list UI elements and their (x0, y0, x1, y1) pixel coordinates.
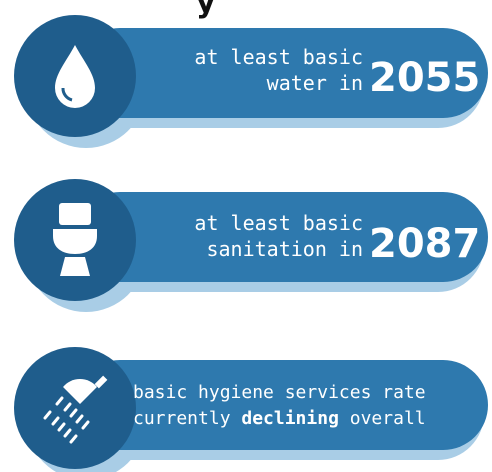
line1: basic hygiene services rate (133, 382, 426, 403)
banner (75, 192, 488, 282)
line2: currently declining overall (133, 408, 426, 429)
line2: water in (267, 71, 363, 95)
hygiene-row: basic hygiene services rate currently de… (14, 347, 488, 472)
year: 2055 (369, 55, 480, 101)
line2-bold: declining (241, 408, 339, 429)
banner (75, 28, 488, 118)
line1: at least basic (194, 45, 363, 69)
banner (75, 360, 488, 450)
toilet-icon (53, 203, 97, 276)
icon-circle (14, 347, 136, 469)
shower-icon (43, 375, 108, 444)
line2: sanitation in (206, 237, 363, 261)
line1: at least basic (194, 211, 363, 235)
drop-highlight (61, 87, 73, 102)
line2-end: overall (339, 408, 426, 429)
water-row: at least basic water in 2055 (14, 15, 488, 148)
heading: y (196, 0, 216, 20)
sanitation-row: at least basic sanitation in 2087 (14, 179, 488, 312)
line2-start: currently (133, 408, 241, 429)
year: 2087 (369, 221, 480, 267)
